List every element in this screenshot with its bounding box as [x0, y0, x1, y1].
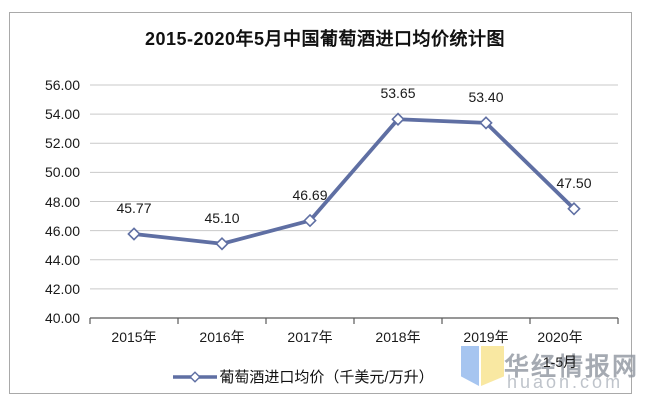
y-tick-label: 50.00 [44, 164, 80, 181]
x-tick-label: 2015年 [89, 329, 179, 345]
data-label: 45.77 [116, 199, 152, 216]
series-line [132, 117, 576, 246]
x-tick-label: 2018年 [353, 329, 443, 345]
x-tick-label: 2017年 [265, 329, 355, 345]
data-point-marker [303, 213, 317, 228]
x-tick-label: 2019年 [441, 329, 531, 345]
chart-title: 2015-2020年5月中国葡萄酒进口均价统计图 [144, 29, 506, 49]
x-tick-label: 2016年 [177, 329, 267, 345]
x-tick-label: 2020年 1-5月 [515, 329, 605, 370]
watermark-flag-icon [481, 346, 504, 386]
chart-frame [9, 12, 632, 394]
data-label: 53.65 [380, 85, 416, 102]
legend-label: 葡萄酒进口均价（千美元/万升） [219, 369, 434, 386]
watermark-flag-icon [461, 346, 479, 386]
y-tick-label: 44.00 [44, 251, 80, 268]
data-point-marker [215, 236, 229, 251]
x-tick-label-text: 2015年 [111, 329, 157, 345]
data-label: 45.10 [204, 209, 240, 226]
y-tick-label: 56.00 [44, 77, 80, 93]
x-tick-sublabel: 1-5月 [542, 354, 578, 370]
y-tick-label: 54.00 [44, 106, 80, 123]
data-point-marker [391, 112, 405, 126]
y-tick-label: 48.00 [44, 193, 80, 210]
data-label: 53.40 [468, 88, 504, 105]
watermark-site-name: 华经情报网 [504, 353, 640, 381]
x-tick-label-text: 2019年 [463, 329, 509, 345]
x-tick-label-text: 2017年 [287, 329, 333, 345]
data-point-marker [479, 116, 493, 130]
y-tick-label: 42.00 [44, 280, 80, 297]
y-tick-label: 40.00 [44, 310, 80, 326]
x-tick-label-text: 2020年 [537, 329, 583, 345]
data-label: 46.69 [292, 186, 328, 203]
legend-marker-icon [173, 370, 218, 383]
legend: 葡萄酒进口均价（千美元/万升） [0, 366, 628, 387]
y-tick-label: 52.00 [44, 135, 80, 152]
data-point-marker [567, 202, 581, 216]
x-tick-label-text: 2016年 [199, 329, 245, 345]
watermark-site-url: huaon.com [507, 372, 624, 392]
y-tick-label: 46.00 [44, 222, 80, 239]
data-point-marker [127, 227, 141, 241]
x-tick-label-text: 2018年 [375, 329, 421, 345]
data-label: 47.50 [556, 174, 592, 191]
